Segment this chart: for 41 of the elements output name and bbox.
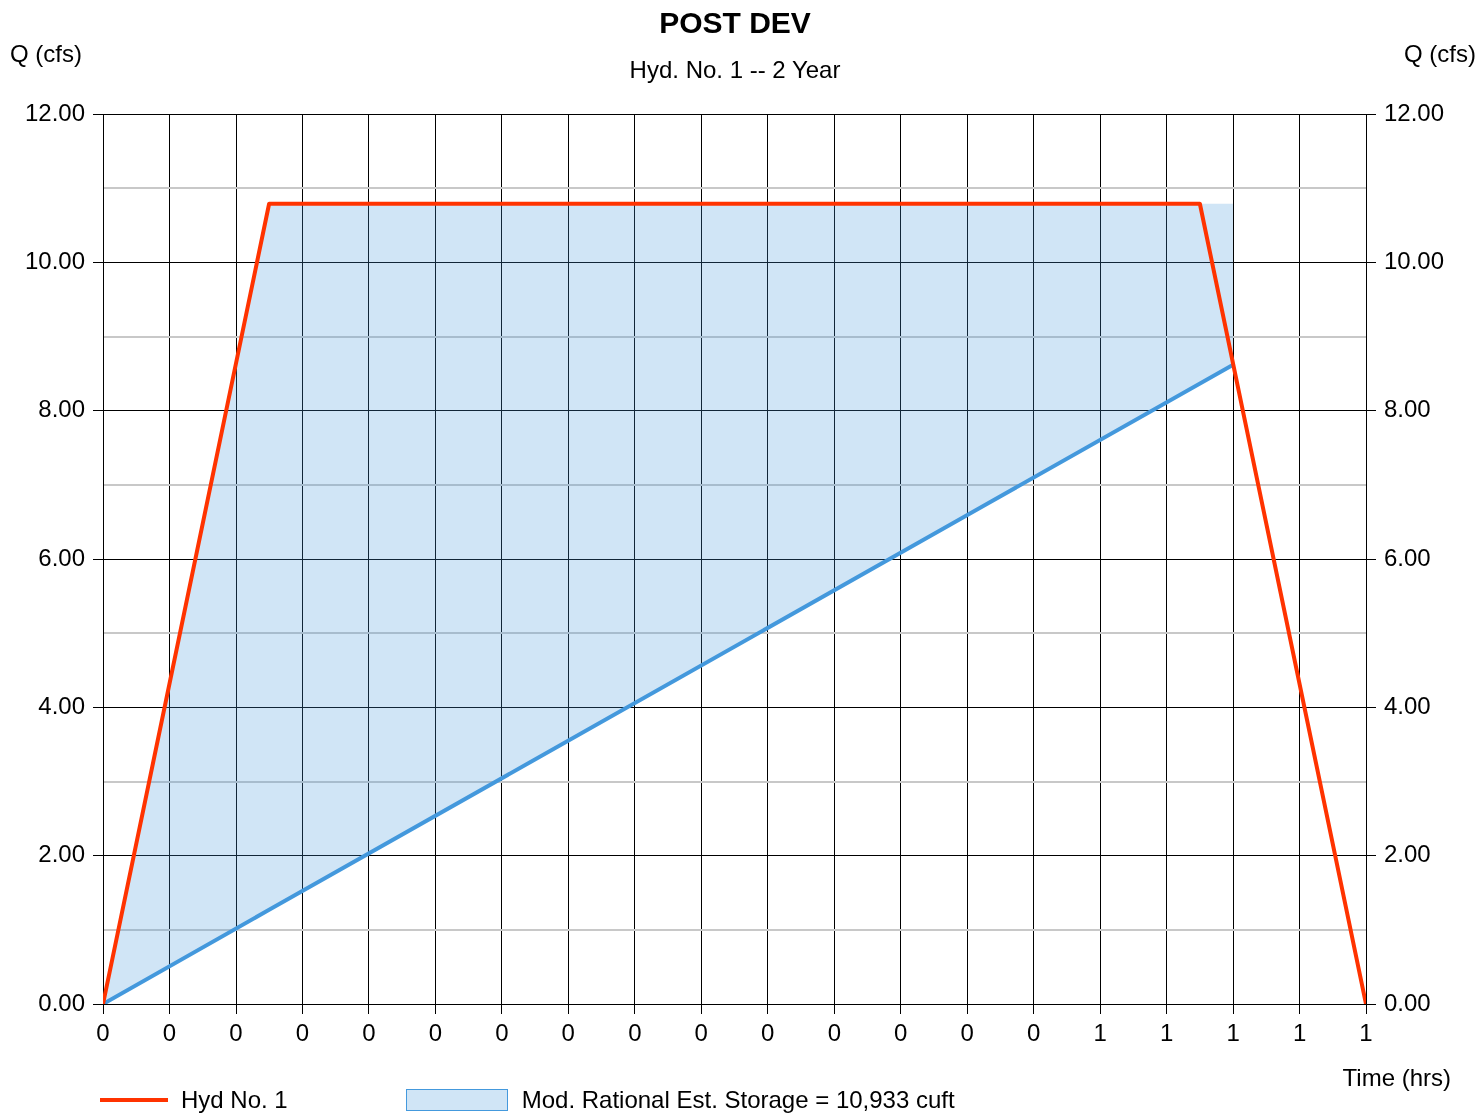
x-tick-label: 1	[1093, 1019, 1107, 1047]
chart-subtitle: Hyd. No. 1 -- 2 Year	[629, 56, 841, 83]
y2-tick-label: 8.00	[1384, 395, 1431, 423]
x-tick-label: 0	[495, 1019, 509, 1047]
y-axis-title: Q (cfs)	[10, 40, 82, 68]
chart-title: POST DEV	[658, 6, 812, 40]
legend-label: Hyd No. 1	[181, 1086, 288, 1114]
x-tick-label: 1	[1226, 1019, 1240, 1047]
x-tick-label: 0	[894, 1019, 908, 1047]
y-tick-label: 12.00	[24, 98, 85, 126]
y2-tick-label: 2.00	[1384, 840, 1431, 868]
x-axis-title: Time (hrs)	[1342, 1064, 1451, 1092]
y-tick-label: 8.00	[38, 395, 85, 423]
y2-tick-label: 4.00	[1384, 691, 1431, 719]
y2-tick-label: 6.00	[1384, 543, 1431, 571]
x-tick-label: 0	[229, 1019, 243, 1047]
x-tick-label: 0	[761, 1019, 775, 1047]
y2-tick-label: 12.00	[1384, 98, 1445, 126]
y-tick-label: 0.00	[38, 988, 85, 1016]
x-tick-label: 0	[362, 1019, 376, 1047]
x-tick-label: 1	[1159, 1019, 1174, 1047]
y-tick-label: 6.00	[38, 543, 85, 571]
y2-tick-label: 0.00	[1384, 988, 1431, 1016]
x-tick-label: 0	[561, 1019, 575, 1047]
y2-axis-title: Q (cfs)	[1404, 40, 1476, 68]
x-tick-label: 0	[1027, 1019, 1041, 1047]
x-tick-label: 0	[162, 1019, 177, 1047]
legend-label: Mod. Rational Est. Storage = 10,933 cuft	[521, 1086, 955, 1114]
y2-tick-label: 10.00	[1384, 246, 1445, 274]
x-tick-label: 1	[1292, 1019, 1307, 1047]
y-tick-label: 4.00	[38, 691, 85, 719]
y-tick-label: 2.00	[38, 840, 85, 868]
y-tick-label: 10.00	[24, 246, 85, 274]
x-tick-label: 0	[827, 1019, 841, 1047]
x-tick-label: 0	[628, 1019, 642, 1047]
x-tick-label: 0	[96, 1019, 110, 1047]
x-tick-label: 0	[694, 1019, 708, 1047]
x-tick-label: 0	[960, 1019, 974, 1047]
x-tick-label: 0	[428, 1019, 443, 1047]
x-tick-label: 0	[295, 1019, 310, 1047]
x-tick-label: 1	[1359, 1019, 1373, 1047]
